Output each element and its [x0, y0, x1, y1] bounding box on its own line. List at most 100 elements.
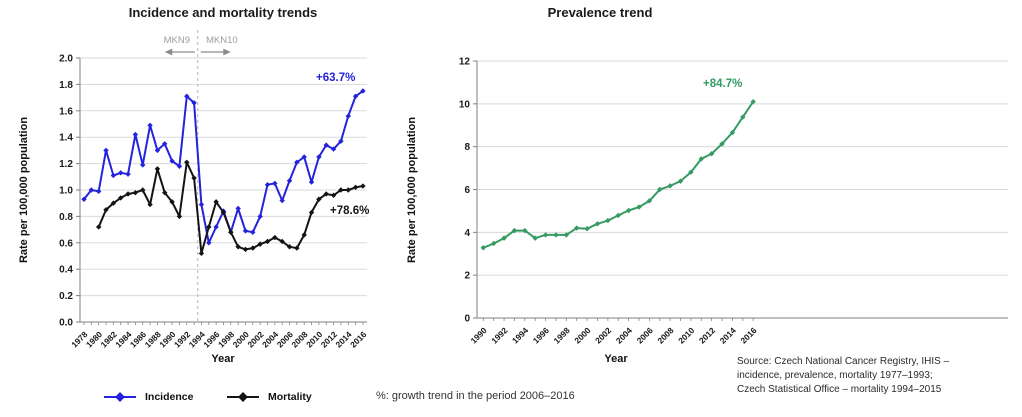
svg-text:1994: 1994 — [510, 325, 530, 345]
source-line: Source: Czech National Cancer Registry, … — [737, 356, 950, 367]
data-point-marker — [257, 213, 263, 220]
svg-text:1.8: 1.8 — [59, 80, 73, 91]
svg-text:1.4: 1.4 — [59, 133, 73, 144]
legend-item-incidence: Incidence — [104, 391, 193, 403]
data-point-marker — [698, 156, 704, 162]
data-point-marker — [352, 184, 359, 191]
mortality-diamond-marker — [238, 392, 248, 402]
data-point-marker — [294, 245, 300, 251]
svg-text:0: 0 — [464, 314, 470, 325]
legend-item-mortality: Mortality — [227, 391, 312, 403]
svg-text:2002: 2002 — [593, 325, 613, 345]
data-point-marker — [279, 238, 285, 245]
data-point-marker — [352, 93, 359, 99]
data-point-marker — [323, 142, 329, 148]
data-point-marker — [220, 209, 227, 216]
data-point-marker — [501, 235, 507, 241]
data-point-marker — [636, 204, 642, 210]
svg-text:1996: 1996 — [531, 325, 551, 345]
data-point-marker — [147, 122, 153, 129]
prevalence-growth-annotation: +84.7% — [703, 78, 743, 90]
legend-incidence-label: Incidence — [145, 391, 194, 403]
gridlines — [80, 57, 367, 297]
data-point-marker — [594, 221, 601, 227]
svg-text:2012: 2012 — [697, 325, 717, 345]
data-point-marker — [118, 170, 124, 176]
data-point-marker — [198, 250, 205, 257]
y-tick-labels: 0 2 4 6 8 10 12 — [459, 57, 471, 325]
data-point-marker — [360, 88, 366, 94]
x-tick-labels: 1978198019821984198619881990199219941996… — [69, 329, 368, 349]
svg-text:1992: 1992 — [489, 325, 509, 345]
data-point-marker — [250, 229, 256, 235]
right-chart-x-axis-label: Year — [604, 353, 628, 365]
incidence-legend-line-swatch — [104, 392, 136, 402]
data-point-marker — [345, 187, 351, 193]
data-point-marker — [301, 232, 307, 238]
data-point-marker — [95, 188, 102, 195]
prevalence-line — [480, 98, 756, 251]
incidence-mortality-chart: 1978198019821984198619881990199219941996… — [59, 30, 369, 350]
data-point-marker — [162, 189, 168, 196]
data-point-marker — [176, 163, 183, 169]
data-point-marker — [206, 224, 212, 230]
data-point-marker — [250, 245, 256, 251]
x-tick-marks — [83, 322, 364, 325]
data-point-marker — [132, 189, 139, 196]
legend-mortality-label: Mortality — [268, 391, 312, 403]
data-point-marker — [176, 213, 183, 220]
left-chart-x-axis-label: Year — [211, 353, 235, 365]
data-point-marker — [330, 192, 337, 198]
data-point-marker — [213, 224, 219, 230]
x-tick-marks — [482, 318, 754, 321]
gridlines — [477, 60, 1008, 276]
data-point-marker — [228, 229, 234, 235]
svg-text:0.8: 0.8 — [59, 212, 73, 223]
icd10-label: MKN10 — [206, 35, 238, 46]
data-point-marker — [169, 199, 175, 205]
right-chart-title: Prevalence trend — [547, 5, 653, 20]
data-point-marker — [542, 232, 549, 238]
data-point-marker — [264, 238, 271, 245]
y-tick-labels: 0.0 0.2 0.4 0.6 0.8 1.0 1.2 1.4 1.6 1.8 2.0 — [59, 54, 73, 329]
data-point-marker — [191, 100, 197, 106]
data-point-marker — [294, 159, 300, 165]
data-point-marker — [88, 187, 95, 193]
data-point-marker — [646, 198, 653, 204]
data-point-marker — [184, 93, 190, 99]
data-point-marker — [103, 207, 109, 213]
svg-text:2.0: 2.0 — [59, 54, 73, 65]
svg-text:12: 12 — [459, 57, 471, 68]
svg-text:2008: 2008 — [655, 325, 675, 345]
incidence-diamond-marker — [115, 392, 125, 402]
data-point-marker — [132, 131, 139, 138]
data-point-marker — [490, 240, 497, 247]
data-point-marker — [110, 200, 117, 206]
data-point-marker — [169, 158, 175, 164]
source-line: incidence, prevalence, mortality 1977–19… — [737, 370, 933, 381]
data-point-marker — [198, 201, 205, 208]
mortality-line — [95, 159, 366, 257]
svg-text:1990: 1990 — [468, 325, 488, 345]
svg-text:2000: 2000 — [572, 325, 592, 345]
data-point-marker — [286, 178, 293, 184]
svg-text:2006: 2006 — [635, 325, 655, 345]
data-point-marker — [140, 162, 146, 168]
svg-text:0.6: 0.6 — [59, 238, 73, 249]
data-point-marker — [272, 234, 278, 241]
svg-text:2014: 2014 — [718, 325, 738, 345]
data-point-marker — [257, 241, 263, 247]
data-point-marker — [242, 246, 249, 253]
data-point-marker — [625, 207, 632, 214]
data-point-marker — [308, 179, 315, 185]
right-arrowhead-icon — [223, 48, 231, 56]
svg-text:8: 8 — [464, 142, 470, 153]
data-point-marker — [95, 224, 102, 230]
data-point-marker — [118, 195, 124, 201]
incidence-growth-annotation: +63.7% — [316, 72, 356, 84]
svg-text:2004: 2004 — [614, 325, 634, 345]
data-point-marker — [103, 147, 109, 154]
svg-text:0.2: 0.2 — [59, 291, 73, 302]
data-point-marker — [279, 197, 285, 204]
data-point-marker — [338, 187, 344, 193]
